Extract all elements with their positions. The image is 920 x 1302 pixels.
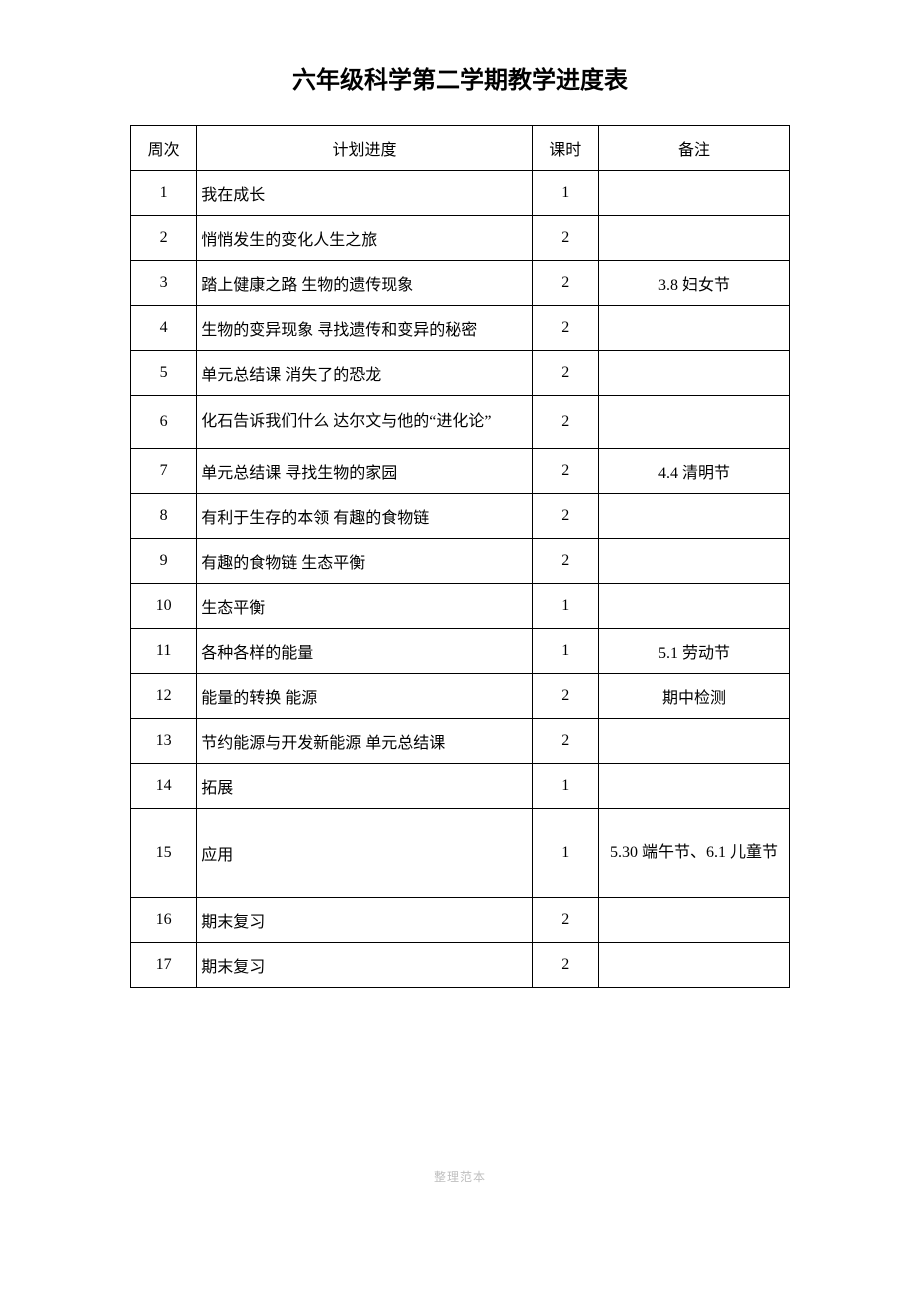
cell-hours: 2	[532, 306, 598, 351]
cell-note	[598, 171, 789, 216]
cell-hours: 2	[532, 943, 598, 988]
document-page: 六年级科学第二学期教学进度表 周次 计划进度 课时 备注 1 我在成长 1 2 …	[0, 0, 920, 1225]
cell-week: 16	[131, 898, 197, 943]
cell-plan: 有趣的食物链 生态平衡	[197, 539, 532, 584]
cell-plan: 单元总结课 消失了的恐龙	[197, 351, 532, 396]
table-row: 8 有利于生存的本领 有趣的食物链 2	[131, 494, 790, 539]
cell-hours: 2	[532, 898, 598, 943]
cell-plan: 化石告诉我们什么 达尔文与他的“进化论”	[197, 396, 532, 449]
table-row: 1 我在成长 1	[131, 171, 790, 216]
cell-week: 7	[131, 449, 197, 494]
cell-plan: 悄悄发生的变化人生之旅	[197, 216, 532, 261]
cell-week: 4	[131, 306, 197, 351]
cell-hours: 1	[532, 171, 598, 216]
cell-plan: 能量的转换 能源	[197, 674, 532, 719]
col-header-week: 周次	[131, 126, 197, 171]
cell-plan: 拓展	[197, 764, 532, 809]
cell-plan: 节约能源与开发新能源 单元总结课	[197, 719, 532, 764]
cell-hours: 2	[532, 396, 598, 449]
cell-plan: 我在成长	[197, 171, 532, 216]
cell-week: 5	[131, 351, 197, 396]
cell-note: 5.30 端午节、6.1 儿童节	[598, 809, 789, 898]
table-row: 13 节约能源与开发新能源 单元总结课 2	[131, 719, 790, 764]
cell-plan: 各种各样的能量	[197, 629, 532, 674]
cell-note	[598, 216, 789, 261]
cell-hours: 2	[532, 261, 598, 306]
cell-week: 2	[131, 216, 197, 261]
cell-note	[598, 719, 789, 764]
table-row: 16 期末复习 2	[131, 898, 790, 943]
table-row: 2 悄悄发生的变化人生之旅 2	[131, 216, 790, 261]
cell-hours: 2	[532, 494, 598, 539]
cell-note: 期中检测	[598, 674, 789, 719]
cell-hours: 2	[532, 449, 598, 494]
schedule-table: 周次 计划进度 课时 备注 1 我在成长 1 2 悄悄发生的变化人生之旅 2 3…	[130, 125, 790, 988]
cell-plan: 生态平衡	[197, 584, 532, 629]
cell-plan: 踏上健康之路 生物的遗传现象	[197, 261, 532, 306]
cell-note	[598, 306, 789, 351]
cell-plan: 有利于生存的本领 有趣的食物链	[197, 494, 532, 539]
cell-hours: 2	[532, 539, 598, 584]
cell-week: 9	[131, 539, 197, 584]
cell-week: 11	[131, 629, 197, 674]
cell-hours: 2	[532, 719, 598, 764]
cell-note: 3.8 妇女节	[598, 261, 789, 306]
table-row: 9 有趣的食物链 生态平衡 2	[131, 539, 790, 584]
cell-hours: 1	[532, 764, 598, 809]
cell-note: 5.1 劳动节	[598, 629, 789, 674]
table-row: 14 拓展 1	[131, 764, 790, 809]
cell-note	[598, 396, 789, 449]
cell-hours: 2	[532, 351, 598, 396]
cell-plan: 单元总结课 寻找生物的家园	[197, 449, 532, 494]
col-header-note: 备注	[598, 126, 789, 171]
cell-week: 6	[131, 396, 197, 449]
cell-week: 12	[131, 674, 197, 719]
cell-note	[598, 351, 789, 396]
footer-text: 整理范本	[0, 1168, 920, 1185]
table-row: 12 能量的转换 能源 2 期中检测	[131, 674, 790, 719]
cell-week: 14	[131, 764, 197, 809]
cell-week: 15	[131, 809, 197, 898]
table-row: 15 应用 1 5.30 端午节、6.1 儿童节	[131, 809, 790, 898]
cell-week: 13	[131, 719, 197, 764]
table-row: 5 单元总结课 消失了的恐龙 2	[131, 351, 790, 396]
cell-week: 1	[131, 171, 197, 216]
cell-plan: 期末复习	[197, 898, 532, 943]
cell-week: 17	[131, 943, 197, 988]
cell-note	[598, 494, 789, 539]
col-header-hours: 课时	[532, 126, 598, 171]
cell-note	[598, 764, 789, 809]
cell-note	[598, 943, 789, 988]
cell-hours: 2	[532, 216, 598, 261]
cell-week: 10	[131, 584, 197, 629]
cell-plan: 期末复习	[197, 943, 532, 988]
cell-week: 3	[131, 261, 197, 306]
cell-plan: 应用	[197, 809, 532, 898]
table-row: 11 各种各样的能量 1 5.1 劳动节	[131, 629, 790, 674]
cell-week: 8	[131, 494, 197, 539]
cell-note: 4.4 清明节	[598, 449, 789, 494]
cell-hours: 2	[532, 674, 598, 719]
cell-note	[598, 539, 789, 584]
col-header-plan: 计划进度	[197, 126, 532, 171]
page-title: 六年级科学第二学期教学进度表	[0, 60, 920, 95]
cell-plan: 生物的变异现象 寻找遗传和变异的秘密	[197, 306, 532, 351]
table-row: 10 生态平衡 1	[131, 584, 790, 629]
table-row: 3 踏上健康之路 生物的遗传现象 2 3.8 妇女节	[131, 261, 790, 306]
table-row: 17 期末复习 2	[131, 943, 790, 988]
cell-hours: 1	[532, 809, 598, 898]
table-header-row: 周次 计划进度 课时 备注	[131, 126, 790, 171]
cell-note	[598, 898, 789, 943]
cell-hours: 1	[532, 584, 598, 629]
table-row: 7 单元总结课 寻找生物的家园 2 4.4 清明节	[131, 449, 790, 494]
table-row: 6 化石告诉我们什么 达尔文与他的“进化论” 2	[131, 396, 790, 449]
table-row: 4 生物的变异现象 寻找遗传和变异的秘密 2	[131, 306, 790, 351]
cell-hours: 1	[532, 629, 598, 674]
cell-note	[598, 584, 789, 629]
